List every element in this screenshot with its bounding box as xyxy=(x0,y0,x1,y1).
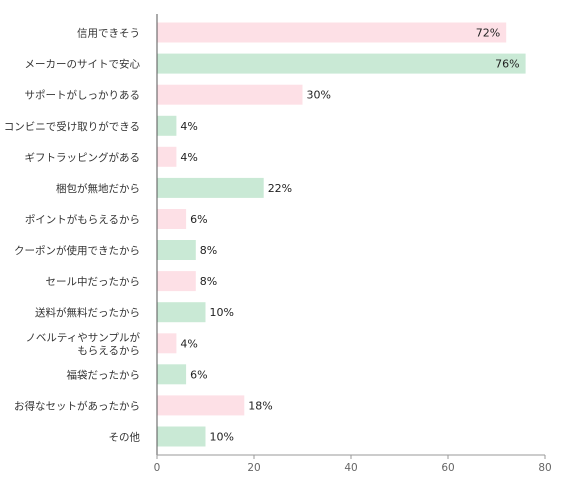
value-label-2: 30% xyxy=(307,89,331,102)
category-label-line: ノベルティやサンプルが xyxy=(25,331,140,344)
category-label-1: メーカーのサイトで安心 xyxy=(25,58,141,71)
category-label-line: 福袋だったから xyxy=(67,368,141,381)
value-label-11: 6% xyxy=(190,368,207,381)
bar-6 xyxy=(157,209,187,229)
category-label-4: ギフトラッピングがある xyxy=(25,151,141,164)
value-label-13: 10% xyxy=(210,431,234,444)
category-label-5: 梱包が無地だから xyxy=(56,182,140,195)
category-label-line: ポイントがもらえるから xyxy=(25,213,140,226)
bar-11 xyxy=(157,364,187,385)
category-label-line: クーポンが使用できたから xyxy=(14,244,140,257)
bar-9 xyxy=(157,302,206,323)
bar-4 xyxy=(157,146,177,167)
category-label-line: サポートがしっかりある xyxy=(25,89,141,102)
category-label-line: 梱包が無地だから xyxy=(56,182,140,195)
value-label-5: 22% xyxy=(268,182,292,195)
category-label-line: その他 xyxy=(109,431,141,444)
value-label-9: 10% xyxy=(210,306,234,319)
bars-group xyxy=(157,22,526,447)
category-label-line: 信用できそう xyxy=(77,28,140,40)
category-label-9: 送料が無料だったから xyxy=(35,306,140,319)
category-label-line: もらえるから xyxy=(77,345,140,357)
x-tick-label: 40 xyxy=(344,462,357,474)
category-label-line: ギフトラッピングがある xyxy=(25,151,141,164)
bar-7 xyxy=(157,240,196,260)
bar-10 xyxy=(157,333,177,354)
value-label-12: 18% xyxy=(248,399,272,412)
category-labels-group: 信用できそうメーカーのサイトで安心サポートがしっかりあるコンビニで受け取りができ… xyxy=(4,28,141,444)
bar-0 xyxy=(157,22,507,43)
category-label-8: セール中だったから xyxy=(46,275,141,288)
category-label-7: クーポンが使用できたから xyxy=(14,244,140,257)
x-tick-label: 20 xyxy=(247,462,260,474)
bar-5 xyxy=(157,177,264,198)
category-label-6: ポイントがもらえるから xyxy=(25,213,140,226)
value-label-1: 76% xyxy=(495,58,519,71)
value-label-3: 4% xyxy=(180,120,197,133)
value-label-10: 4% xyxy=(180,337,197,350)
category-label-0: 信用できそう xyxy=(77,28,140,40)
bar-2 xyxy=(157,84,303,105)
x-tick-label: 0 xyxy=(154,462,161,474)
value-label-4: 4% xyxy=(180,151,197,164)
value-label-0: 72% xyxy=(476,27,500,40)
category-label-line: コンビニで受け取りができる xyxy=(4,120,140,133)
category-label-line: お得なセットがあったから xyxy=(14,399,140,412)
category-label-3: コンビニで受け取りができる xyxy=(4,120,140,133)
value-label-7: 8% xyxy=(200,244,217,257)
x-ticks-group: 0 20 40 60 80 xyxy=(154,455,552,474)
x-tick-label: 80 xyxy=(538,462,551,474)
bar-12 xyxy=(157,395,245,416)
x-tick-label: 60 xyxy=(441,462,454,474)
category-label-10: ノベルティやサンプルがもらえるから xyxy=(25,331,140,357)
category-label-11: 福袋だったから xyxy=(67,368,141,381)
bar-1 xyxy=(157,53,526,74)
category-label-2: サポートがしっかりある xyxy=(25,89,141,102)
category-label-line: セール中だったから xyxy=(46,275,141,288)
category-label-line: 送料が無料だったから xyxy=(35,306,140,319)
category-label-13: その他 xyxy=(109,431,141,444)
bar-13 xyxy=(157,426,206,447)
bar-8 xyxy=(157,271,196,292)
category-label-line: メーカーのサイトで安心 xyxy=(25,58,141,71)
value-label-8: 8% xyxy=(200,275,217,288)
category-label-12: お得なセットがあったから xyxy=(14,399,140,412)
bar-3 xyxy=(157,115,177,136)
value-label-6: 6% xyxy=(190,213,207,226)
value-labels-group: 72% 76% 30% 4% 4% 22% 6% 8% 8% 10% 4% 6% 18% 10% xyxy=(180,27,519,444)
